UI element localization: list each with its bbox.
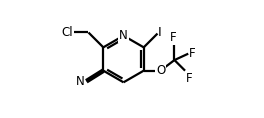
- Text: F: F: [170, 31, 177, 44]
- Text: F: F: [189, 47, 196, 60]
- Text: F: F: [186, 72, 193, 85]
- Text: Cl: Cl: [61, 26, 73, 39]
- Text: N: N: [119, 29, 128, 42]
- Text: I: I: [158, 26, 162, 39]
- Text: O: O: [156, 64, 165, 77]
- Text: N: N: [76, 75, 84, 88]
